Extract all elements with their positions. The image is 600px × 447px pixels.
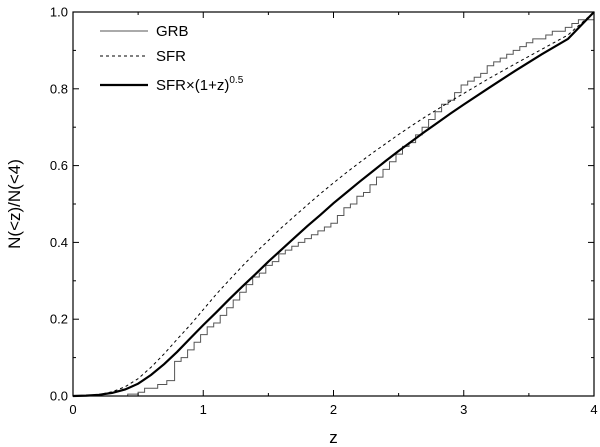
- legend-label-sfr-scaled-base: SFR×(1+z): [156, 77, 229, 94]
- legend-label-sfr-scaled: SFR×(1+z)0.5: [156, 75, 244, 94]
- x-tick-label: 0: [69, 402, 76, 417]
- y-axis-label: N(<z)/N(<4): [5, 159, 24, 249]
- x-tick-label: 1: [200, 402, 207, 417]
- legend: GRB SFR SFR×(1+z)0.5: [100, 23, 244, 94]
- series-sfr-scaled-line: [72, 11, 595, 398]
- y-tick-label: 0.0: [50, 389, 68, 404]
- legend-label-sfr-scaled-exponent: 0.5: [229, 75, 243, 86]
- x-tick-label: 3: [460, 402, 467, 417]
- y-tick-label: 0.2: [50, 312, 68, 327]
- series-layer: [72, 11, 595, 398]
- x-tick-label: 4: [590, 402, 597, 417]
- x-tick-label: 2: [330, 402, 337, 417]
- labels-layer: 0 1 2 3 4 0.0 0.2 0.4 0.6 0.8 1.0: [50, 5, 598, 418]
- legend-label-sfr: SFR: [156, 48, 186, 65]
- y-tick-label: 0.8: [50, 81, 68, 96]
- y-tick-label: 1.0: [50, 5, 68, 20]
- y-tick-label: 0.6: [50, 158, 68, 173]
- ticks-layer: [72, 11, 595, 397]
- x-axis-label: z: [329, 428, 338, 447]
- y-tick-label: 0.4: [50, 235, 68, 250]
- series-grb-step-line: [73, 12, 595, 397]
- legend-label-grb: GRB: [156, 23, 189, 40]
